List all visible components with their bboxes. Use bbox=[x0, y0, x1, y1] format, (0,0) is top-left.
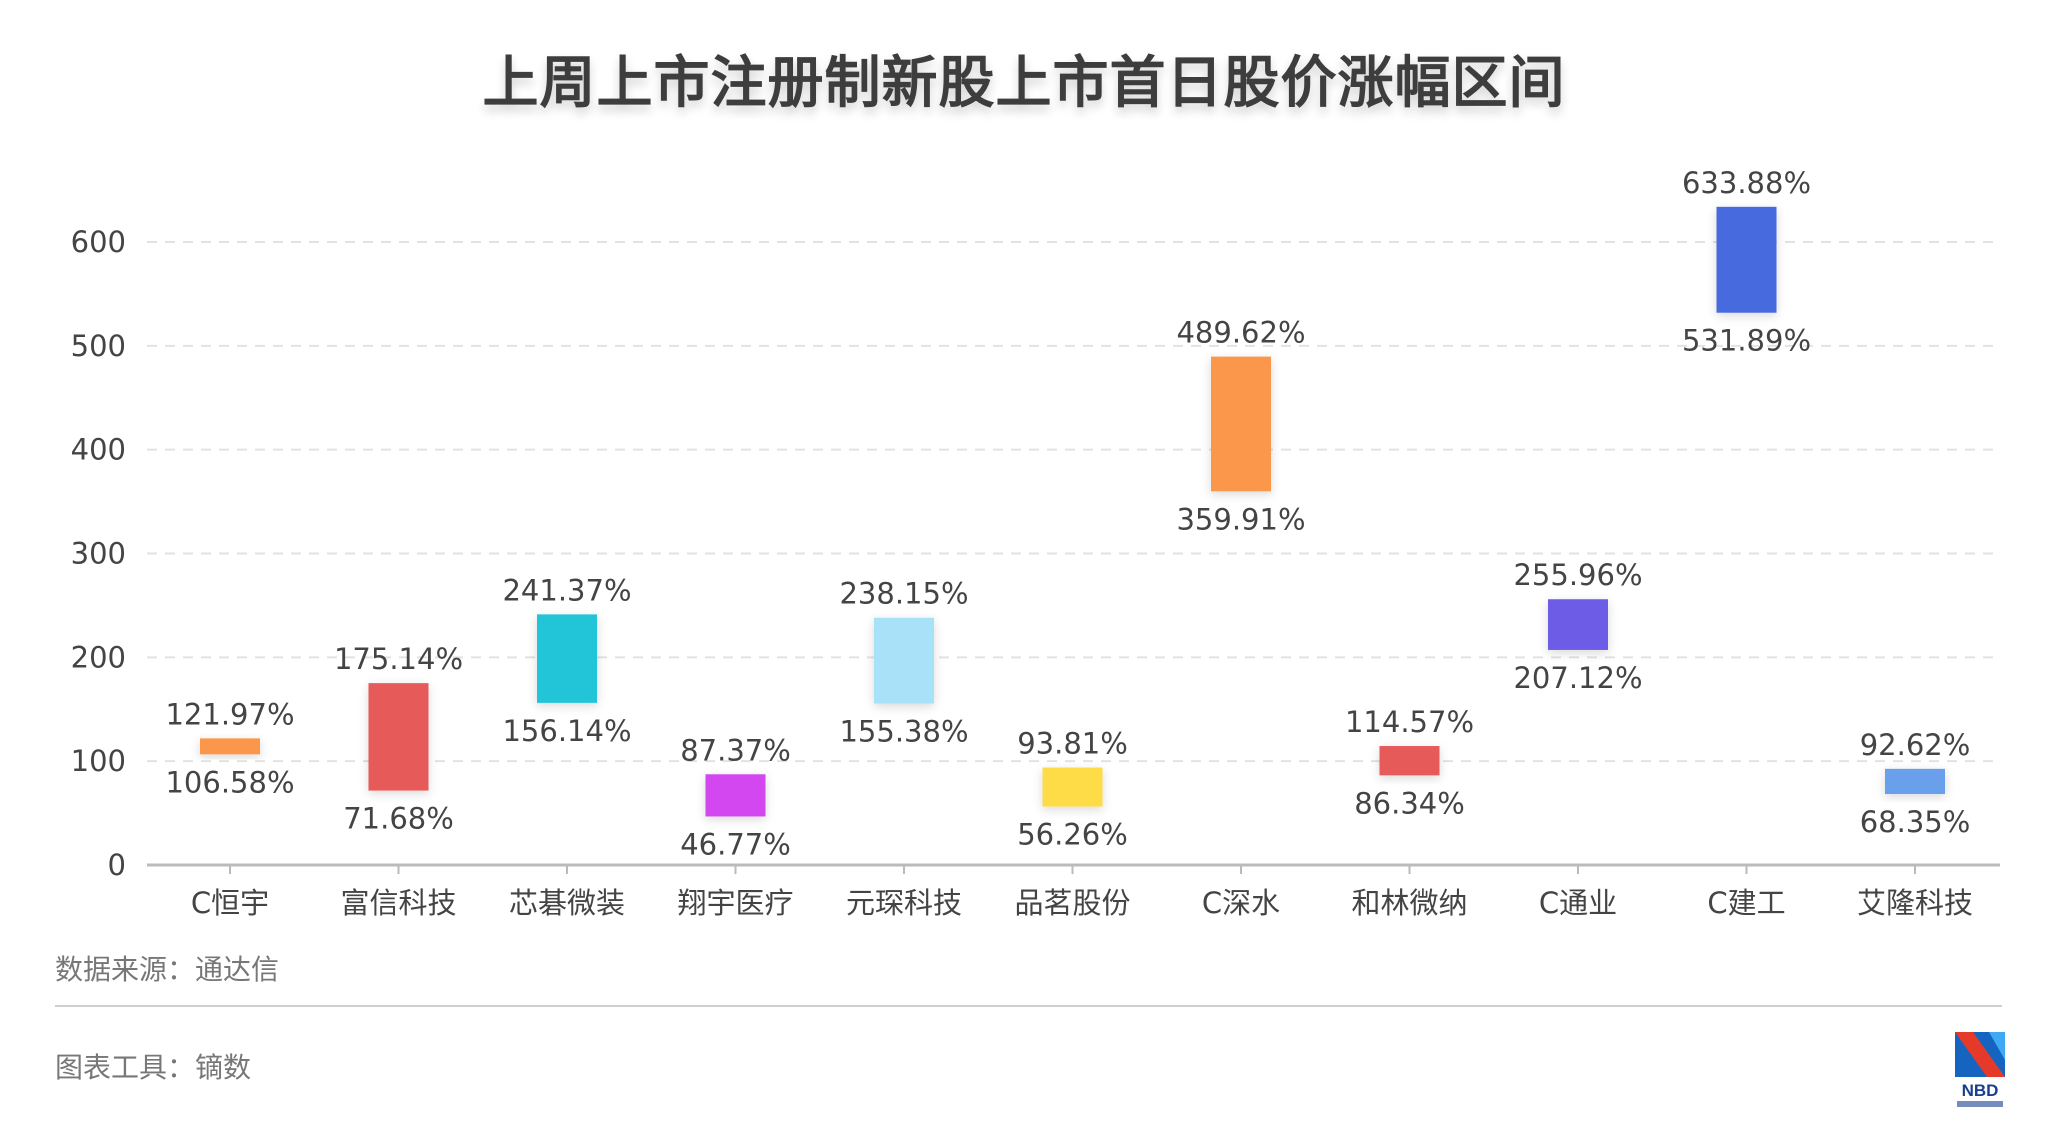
high-label: 489.62% bbox=[1176, 316, 1305, 350]
range-bar bbox=[1379, 746, 1440, 776]
x-category-label: 富信科技 bbox=[340, 886, 456, 920]
grid-lines bbox=[147, 241, 2000, 763]
x-category-label: C建工 bbox=[1707, 886, 1785, 920]
high-label: 93.81% bbox=[1017, 727, 1128, 761]
y-tick-label: 0 bbox=[108, 848, 126, 882]
range-bar bbox=[1548, 599, 1608, 650]
data-source-note: 数据来源：通达信 bbox=[55, 953, 280, 986]
low-label: 71.68% bbox=[343, 802, 454, 836]
x-category-label: 和林微纳 bbox=[1351, 886, 1467, 920]
range-bar bbox=[705, 774, 766, 817]
divider bbox=[55, 1005, 2002, 1007]
high-label: 241.37% bbox=[502, 573, 631, 607]
y-tick-label: 600 bbox=[71, 225, 126, 259]
range-bar bbox=[1885, 768, 1945, 795]
low-label: 56.26% bbox=[1017, 818, 1128, 852]
y-tick-label: 300 bbox=[71, 537, 126, 571]
range-bar bbox=[1716, 206, 1777, 313]
y-tick-label: 200 bbox=[71, 640, 126, 674]
x-category-label: C恒宇 bbox=[191, 886, 269, 920]
x-category-label: C深水 bbox=[1202, 886, 1280, 920]
low-label: 86.34% bbox=[1354, 786, 1465, 820]
low-label: 68.35% bbox=[1860, 805, 1971, 839]
low-label: 106.58% bbox=[165, 765, 294, 799]
high-label: 114.57% bbox=[1345, 705, 1474, 739]
range-bar bbox=[1211, 356, 1271, 492]
range-bar bbox=[1042, 767, 1103, 807]
x-category-label: 翔宇医疗 bbox=[677, 886, 793, 920]
low-label: 207.12% bbox=[1513, 661, 1642, 695]
y-tick-label: 100 bbox=[71, 744, 126, 778]
low-label: 46.77% bbox=[680, 827, 791, 861]
high-label: 255.96% bbox=[1513, 558, 1642, 592]
low-label: 531.89% bbox=[1682, 324, 1811, 358]
high-label: 121.97% bbox=[165, 697, 294, 731]
nbd-logo: NBD bbox=[1955, 1032, 2005, 1107]
axes: 0 100 200 300 400 500 600 C恒宇 富信科技 芯碁微装 翔宇医疗 元琛科技 品茗… bbox=[71, 225, 2000, 920]
range-bar bbox=[200, 738, 260, 755]
high-label: 238.15% bbox=[839, 577, 968, 611]
x-category-label: 元琛科技 bbox=[846, 886, 962, 920]
x-category-label: 芯碁微装 bbox=[509, 886, 625, 920]
y-tick-label: 400 bbox=[71, 433, 126, 467]
x-category-label: 品茗股份 bbox=[1014, 886, 1130, 920]
high-label: 633.88% bbox=[1682, 166, 1811, 200]
x-category-label: C通业 bbox=[1539, 886, 1617, 920]
range-bar bbox=[537, 614, 597, 703]
chart-tool-note: 图表工具：镝数 bbox=[55, 1051, 252, 1084]
high-label: 175.14% bbox=[334, 642, 463, 676]
y-tick-label: 500 bbox=[71, 329, 126, 363]
low-label: 155.38% bbox=[839, 715, 968, 749]
chart-title: 上周上市注册制新股上市首日股价涨幅区间 bbox=[482, 51, 1566, 116]
bars bbox=[200, 206, 1945, 817]
range-bar bbox=[368, 683, 429, 791]
data-labels: 121.97% 106.58% 175.14% 71.68% 241.37% 156.14… bbox=[165, 166, 1970, 862]
range-bar bbox=[874, 617, 934, 704]
high-label: 92.62% bbox=[1860, 728, 1971, 762]
svg-text:NBD: NBD bbox=[1962, 1081, 1999, 1100]
x-category-label: 艾隆科技 bbox=[1857, 886, 1973, 920]
low-label: 359.91% bbox=[1176, 502, 1305, 536]
high-label: 87.37% bbox=[680, 733, 791, 767]
low-label: 156.14% bbox=[502, 714, 631, 748]
